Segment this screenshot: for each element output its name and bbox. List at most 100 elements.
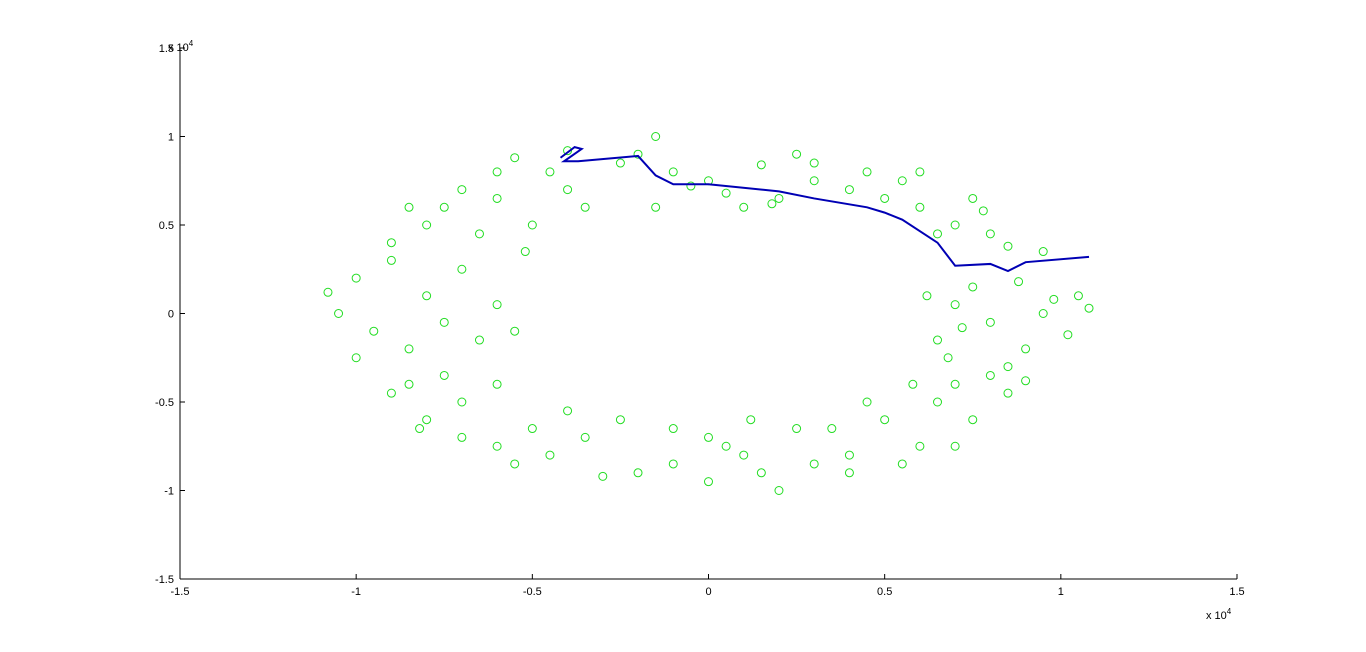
point — [809, 176, 819, 186]
x-tick-label: -1.5 — [171, 586, 190, 598]
point — [756, 160, 766, 170]
x-tick-label: -0.5 — [523, 586, 542, 598]
point — [809, 158, 819, 168]
point — [739, 202, 749, 212]
point — [457, 264, 467, 274]
point — [323, 287, 333, 297]
point — [1003, 241, 1013, 251]
point — [563, 406, 573, 416]
x-tick-label: 0.5 — [877, 586, 892, 598]
y-tick-label: -1.5 — [155, 574, 174, 586]
point — [1021, 376, 1031, 386]
point — [545, 167, 555, 177]
point — [439, 202, 449, 212]
line — [559, 146, 1090, 273]
point — [668, 167, 678, 177]
point — [369, 326, 379, 336]
point — [915, 167, 925, 177]
point — [704, 432, 713, 442]
x-tick-label: 1.5 — [1229, 586, 1244, 598]
point — [739, 450, 749, 460]
point — [792, 149, 802, 159]
point — [686, 181, 696, 191]
point — [422, 415, 432, 425]
point — [415, 424, 425, 434]
point — [880, 415, 890, 425]
point — [767, 199, 777, 209]
point — [615, 415, 625, 425]
point — [862, 167, 872, 177]
point — [439, 317, 449, 327]
point — [1038, 309, 1048, 318]
y-tick-label: 1.5 — [159, 43, 174, 55]
x-exponent: x 104 — [1206, 607, 1232, 622]
y-tick-label: 1 — [168, 132, 174, 144]
point — [1014, 277, 1024, 287]
point — [668, 424, 678, 434]
point — [527, 424, 537, 434]
point — [1038, 247, 1048, 257]
y-exponent: x 104 — [168, 39, 194, 54]
point — [545, 450, 555, 460]
point — [957, 323, 967, 333]
point — [950, 441, 960, 451]
point — [721, 188, 731, 198]
point — [422, 220, 432, 230]
point — [457, 185, 467, 195]
y-tick-label: -1 — [164, 486, 174, 498]
point — [386, 238, 396, 248]
point — [880, 193, 890, 203]
point — [580, 432, 590, 442]
x-tick-label: 0 — [705, 586, 711, 598]
x-tick-label: -1 — [351, 586, 361, 598]
point — [510, 459, 520, 469]
point — [950, 379, 960, 389]
point — [422, 291, 432, 301]
point — [985, 317, 995, 327]
point — [862, 397, 872, 407]
point — [492, 167, 502, 177]
point — [457, 432, 467, 442]
point — [492, 379, 502, 389]
point — [985, 229, 995, 239]
point — [615, 158, 625, 168]
point — [386, 388, 396, 398]
y-tick-label: 0.5 — [159, 220, 174, 232]
point — [968, 282, 978, 292]
point — [968, 415, 978, 425]
point — [968, 193, 978, 203]
point — [933, 335, 943, 345]
point — [1003, 388, 1013, 398]
point — [915, 202, 925, 212]
point — [633, 468, 643, 478]
point — [746, 415, 756, 425]
point — [404, 202, 414, 212]
point — [1049, 294, 1059, 304]
point — [809, 459, 819, 469]
point — [774, 193, 784, 203]
point — [922, 291, 932, 301]
point — [404, 344, 414, 354]
point — [1021, 344, 1031, 354]
point — [457, 397, 467, 407]
point — [1063, 330, 1073, 340]
point — [474, 335, 484, 345]
point — [943, 353, 953, 363]
point — [1073, 291, 1083, 301]
point — [598, 471, 608, 481]
point — [844, 185, 854, 195]
point — [439, 370, 449, 380]
point — [844, 468, 854, 478]
point — [897, 459, 907, 469]
point — [978, 206, 988, 216]
point — [1003, 362, 1013, 372]
point — [827, 424, 837, 434]
point — [580, 202, 590, 212]
y-tick-label: -0.5 — [155, 397, 174, 409]
point — [510, 326, 520, 336]
point — [351, 273, 361, 283]
point — [933, 229, 943, 239]
point — [933, 397, 943, 407]
point — [386, 255, 396, 265]
point — [334, 309, 344, 318]
